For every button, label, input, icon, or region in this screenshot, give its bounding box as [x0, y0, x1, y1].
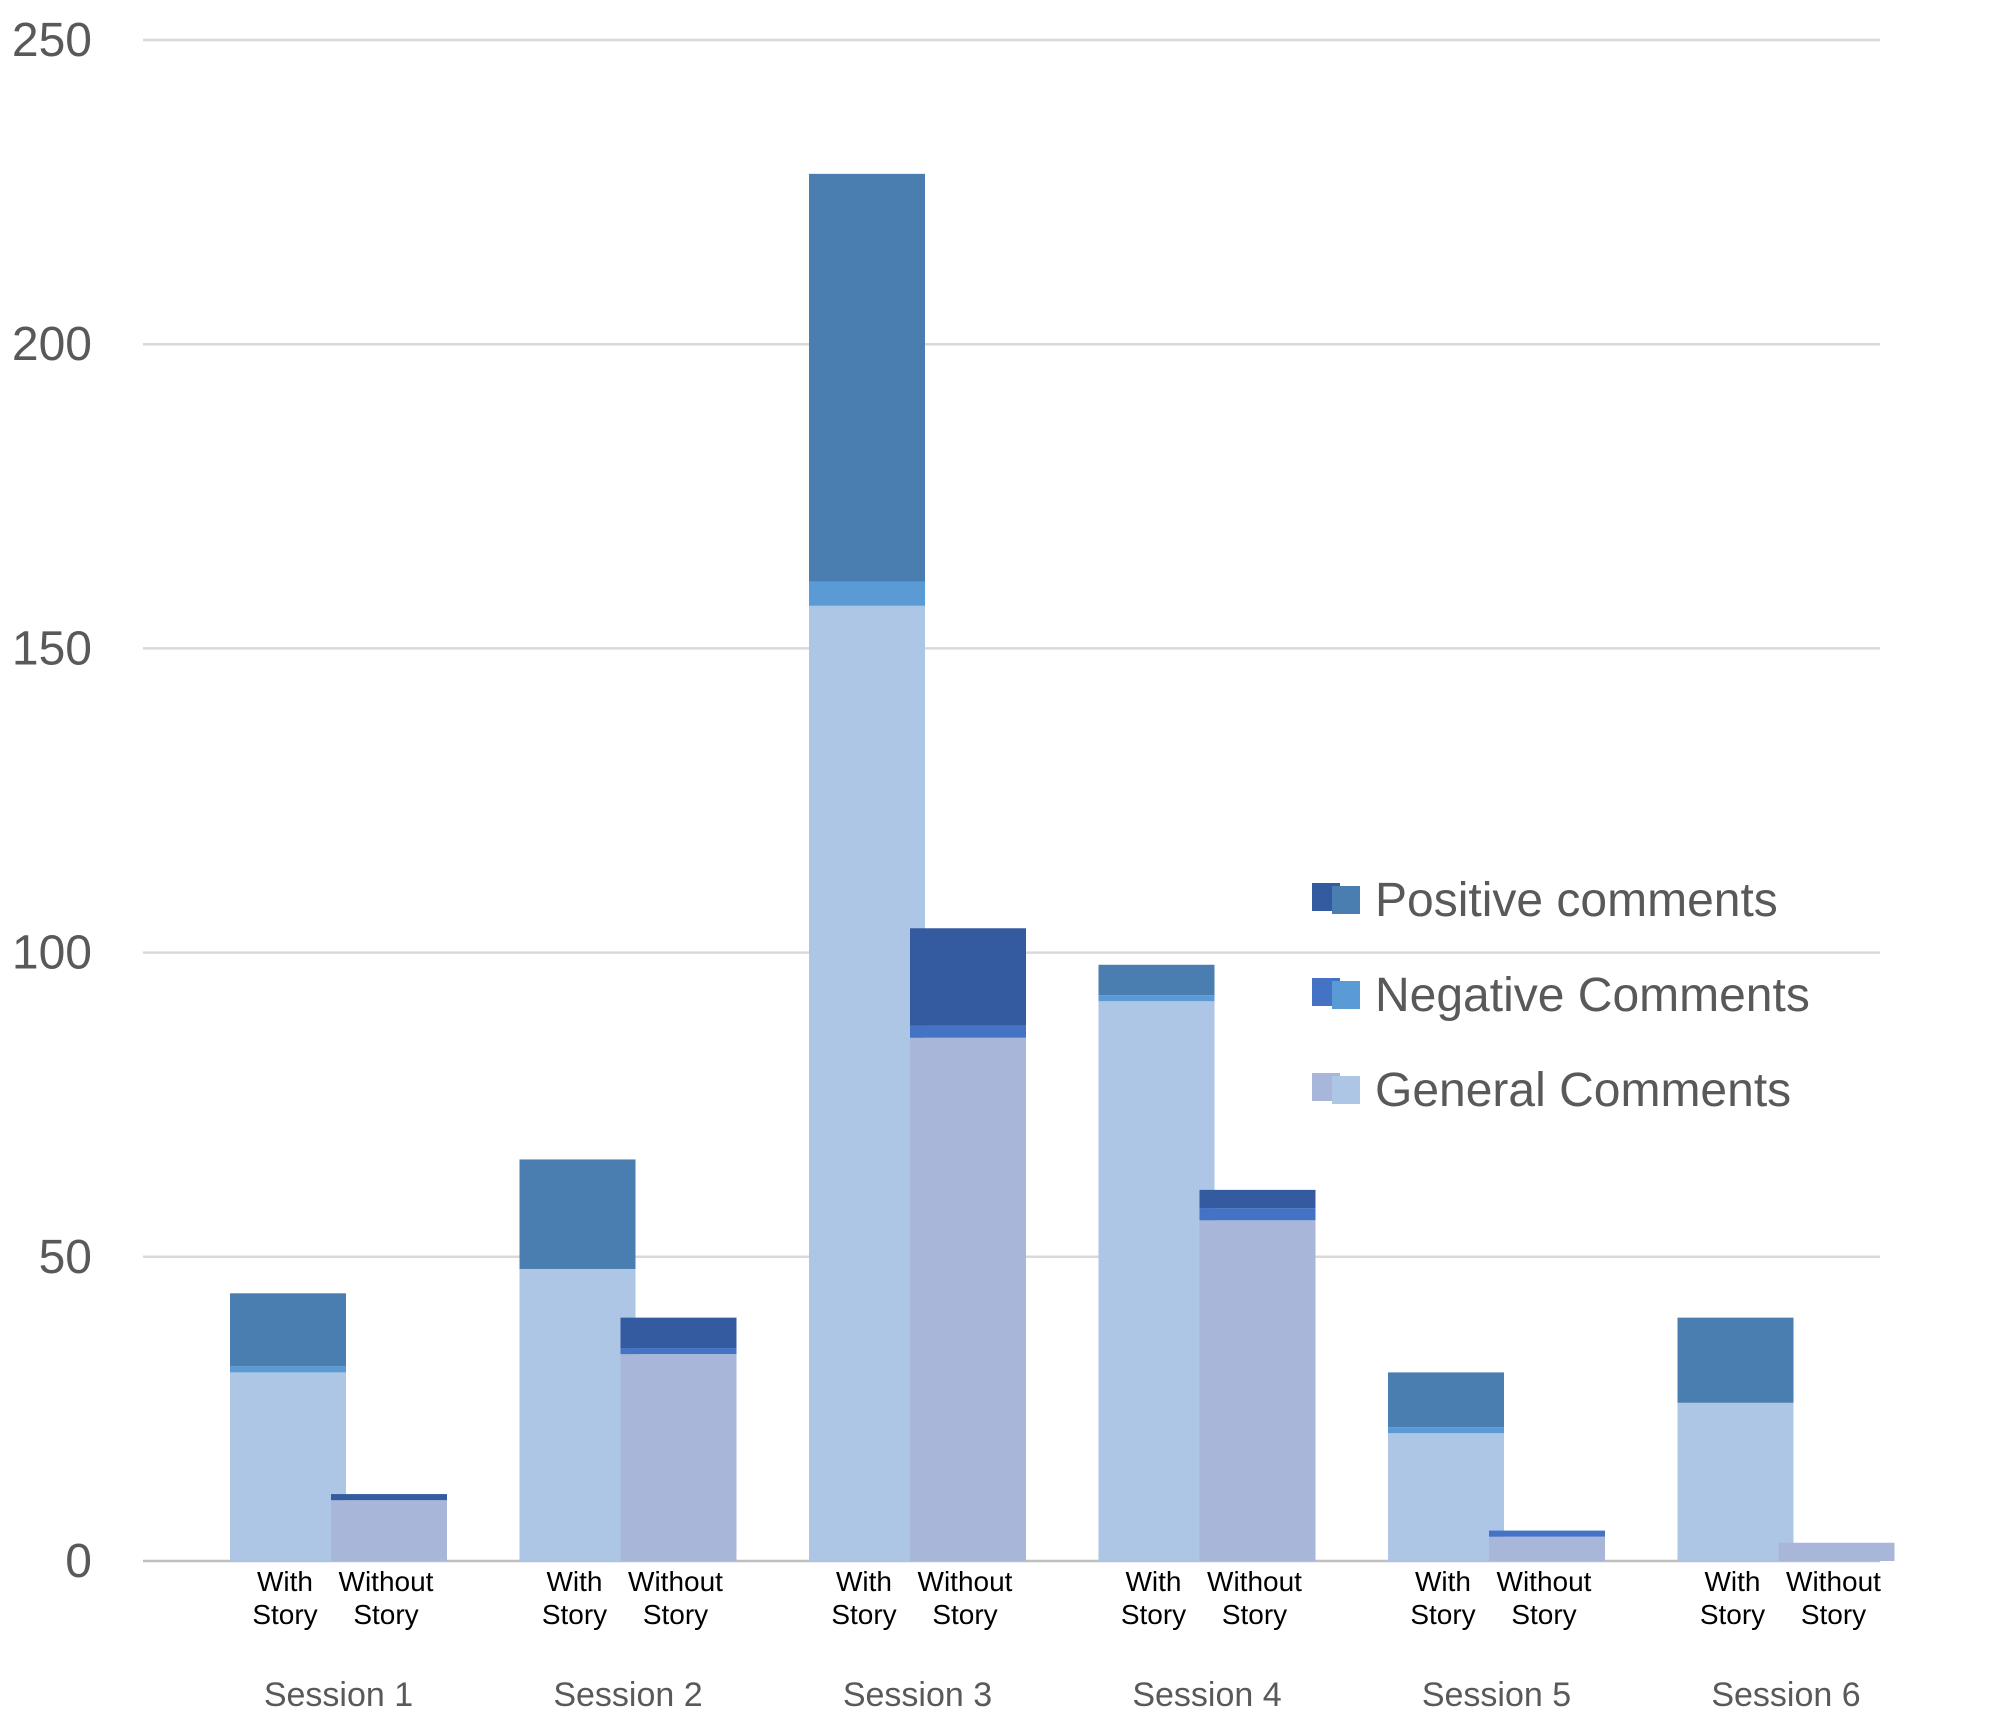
condition-label: Story [643, 1599, 708, 1630]
bar-positive-with-story-session-6 [1677, 1317, 1794, 1403]
bars [230, 173, 1895, 1561]
condition-label: Story [1222, 1599, 1287, 1630]
y-tick-label: 200 [12, 318, 92, 371]
session-label: Session 6 [1711, 1676, 1860, 1714]
condition-label: Story [353, 1599, 418, 1630]
bar-general-with-story-session-2 [519, 1268, 636, 1561]
condition-label: Without [1207, 1566, 1302, 1597]
condition-label: Story [542, 1599, 607, 1630]
condition-label: Story [1511, 1599, 1576, 1630]
bar-positive-without-story-session-3 [910, 928, 1026, 1026]
session-label: Session 2 [553, 1676, 702, 1714]
bar-general-with-story-session-5 [1388, 1433, 1504, 1561]
bar-positive-with-story-session-1 [230, 1293, 346, 1367]
condition-label: With [1415, 1566, 1471, 1597]
condition-label: Without [918, 1566, 1013, 1597]
bar-general-without-story-session-3 [910, 1037, 1026, 1561]
bar-negative-without-story-session-5 [1489, 1530, 1605, 1537]
y-tick-label: 50 [39, 1231, 92, 1284]
condition-label: Without [1786, 1566, 1881, 1597]
bar-general-without-story-session-6 [1778, 1542, 1895, 1561]
condition-label: Story [1121, 1599, 1186, 1630]
condition-label: Without [628, 1566, 723, 1597]
condition-label: With [1126, 1566, 1182, 1597]
bar-positive-with-story-session-4 [1098, 964, 1215, 996]
legend: Positive comments Negative Comments Genera… [1312, 874, 1810, 1117]
bar-negative-without-story-session-4 [1199, 1208, 1316, 1221]
bar-negative-without-story-session-3 [910, 1025, 1026, 1038]
bar-positive-with-story-session-3 [809, 173, 925, 582]
bar-general-without-story-session-2 [620, 1354, 737, 1561]
condition-label: Story [1410, 1599, 1475, 1630]
bar-positive-without-story-session-1 [331, 1494, 447, 1501]
bar-negative-with-story-session-3 [809, 581, 925, 606]
legend-swatch-with-story [1332, 981, 1360, 1009]
y-axis-ticks: 0 50 100 150 200 250 [12, 14, 92, 1588]
bar-general-with-story-session-6 [1677, 1402, 1794, 1561]
legend-label: General Comments [1375, 1064, 1791, 1117]
bar-positive-with-story-session-2 [519, 1159, 636, 1269]
condition-label: With [836, 1566, 892, 1597]
y-tick-label: 250 [12, 14, 92, 67]
y-tick-label: 150 [12, 622, 92, 675]
bar-negative-with-story-session-4 [1098, 995, 1215, 1002]
condition-label: With [547, 1566, 603, 1597]
condition-label: Story [252, 1599, 317, 1630]
condition-label: Story [1801, 1599, 1866, 1630]
bar-negative-with-story-session-1 [230, 1366, 346, 1373]
condition-label: With [1705, 1566, 1761, 1597]
condition-label: Story [932, 1599, 997, 1630]
condition-label: Without [339, 1566, 434, 1597]
condition-label: Story [1700, 1599, 1765, 1630]
bar-general-with-story-session-1 [230, 1372, 346, 1561]
condition-label: With [257, 1566, 313, 1597]
legend-swatch-with-story [1332, 886, 1360, 914]
session-label: Session 5 [1422, 1676, 1571, 1714]
bar-general-without-story-session-4 [1199, 1220, 1316, 1561]
bar-general-with-story-session-4 [1098, 1001, 1215, 1561]
bar-positive-without-story-session-2 [620, 1317, 737, 1349]
legend-swatch-with-story [1332, 1076, 1360, 1104]
session-label: Session 1 [264, 1676, 413, 1714]
legend-label: Negative Comments [1375, 969, 1810, 1022]
bar-general-without-story-session-1 [331, 1500, 447, 1561]
condition-label: Without [1497, 1566, 1592, 1597]
bar-positive-without-story-session-4 [1199, 1189, 1316, 1209]
session-label: Session 3 [843, 1676, 992, 1714]
bar-general-with-story-session-3 [809, 605, 925, 1561]
bar-positive-with-story-session-5 [1388, 1372, 1504, 1428]
bar-negative-with-story-session-5 [1388, 1427, 1504, 1434]
bar-general-without-story-session-5 [1489, 1536, 1605, 1561]
condition-label: Story [831, 1599, 896, 1630]
y-tick-label: 0 [65, 1535, 92, 1588]
bar-negative-without-story-session-2 [620, 1348, 737, 1355]
session-label: Session 4 [1132, 1676, 1281, 1714]
y-tick-label: 100 [12, 927, 92, 980]
legend-label: Positive comments [1375, 874, 1778, 927]
